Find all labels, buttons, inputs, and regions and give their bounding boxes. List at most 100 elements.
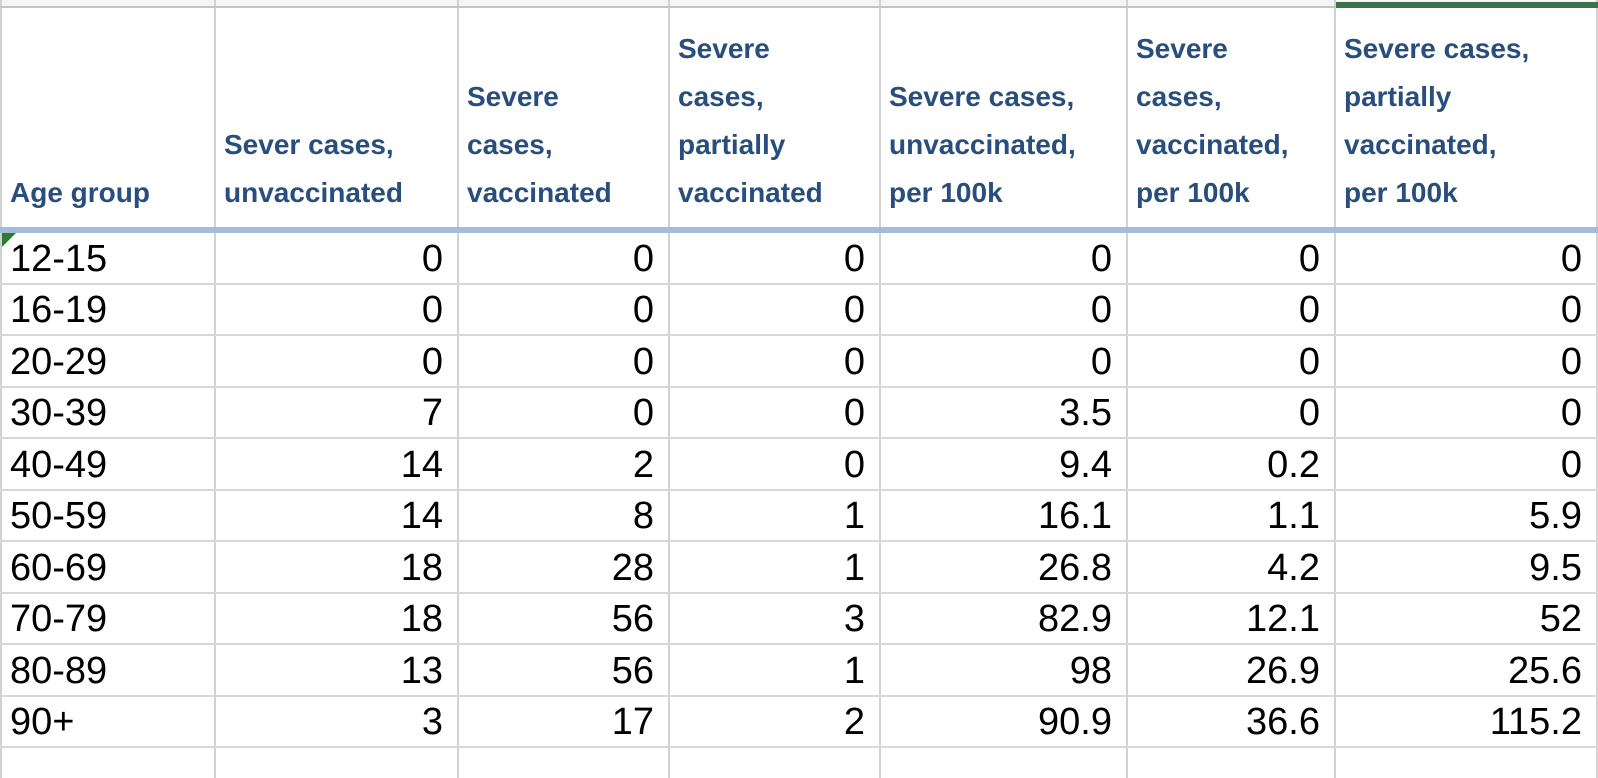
cell-age-group[interactable]: 40-49 xyxy=(0,439,216,489)
table-row: 60-69 18 28 1 26.8 4.2 9.5 xyxy=(0,542,1598,594)
cell-age-group[interactable]: 16-19 xyxy=(0,284,216,334)
cell-age-group[interactable]: 50-59 xyxy=(0,490,216,540)
cell-age-group[interactable]: 12-15 xyxy=(0,233,216,283)
cell-value[interactable]: 16.1 xyxy=(881,490,1128,540)
cell-empty xyxy=(1336,748,1598,778)
cell-value[interactable]: 0 xyxy=(1336,284,1598,334)
column-header-severe-unvaccinated-per-100k[interactable]: Severe cases, unvaccinated, per 100k xyxy=(881,8,1128,227)
cell-value[interactable]: 56 xyxy=(459,593,670,643)
table-body: 12-15 0 0 0 0 0 0 16-19 0 0 0 0 0 0 20-2… xyxy=(0,233,1598,748)
cell-empty xyxy=(0,748,216,778)
table-row: 50-59 14 8 1 16.1 1.1 5.9 xyxy=(0,490,1598,542)
cell-empty xyxy=(670,0,881,6)
cell-value[interactable]: 9.4 xyxy=(881,439,1128,489)
cell-value[interactable]: 0 xyxy=(881,233,1128,283)
cell-value[interactable]: 17 xyxy=(459,696,670,746)
table-row: 20-29 0 0 0 0 0 0 xyxy=(0,336,1598,388)
cell-value[interactable]: 2 xyxy=(670,696,881,746)
cell-empty xyxy=(216,0,459,6)
column-header-age-group[interactable]: Age group xyxy=(0,8,216,227)
cell-value[interactable]: 52 xyxy=(1336,593,1598,643)
table-row: 90+ 3 17 2 90.9 36.6 115.2 xyxy=(0,696,1598,748)
cell-value[interactable]: 12.1 xyxy=(1128,593,1336,643)
column-header-severe-vaccinated-per-100k[interactable]: Severe cases, vaccinated, per 100k xyxy=(1128,8,1336,227)
cell-value[interactable]: 13 xyxy=(216,645,459,695)
cell-value[interactable]: 0 xyxy=(459,284,670,334)
cell-value[interactable]: 0 xyxy=(459,336,670,386)
cell-value[interactable]: 0.2 xyxy=(1128,439,1336,489)
cell-value[interactable]: 18 xyxy=(216,593,459,643)
column-header-severe-partially-vaccinated-per-100k[interactable]: Severe cases, partially vaccinated, per … xyxy=(1336,8,1598,227)
error-indicator-triangle xyxy=(2,233,16,247)
cell-value[interactable]: 18 xyxy=(216,542,459,592)
cell-empty xyxy=(459,0,670,6)
cell-value[interactable]: 0 xyxy=(670,439,881,489)
cell-value[interactable]: 0 xyxy=(670,387,881,437)
cell-value[interactable]: 28 xyxy=(459,542,670,592)
cell-age-group[interactable]: 70-79 xyxy=(0,593,216,643)
cell-value[interactable]: 0 xyxy=(1128,387,1336,437)
table-row: 40-49 14 2 0 9.4 0.2 0 xyxy=(0,439,1598,491)
cell-value[interactable]: 14 xyxy=(216,439,459,489)
table-row: 30-39 7 0 0 3.5 0 0 xyxy=(0,387,1598,439)
cell-value[interactable]: 0 xyxy=(1128,284,1336,334)
table-row: 70-79 18 56 3 82.9 12.1 52 xyxy=(0,593,1598,645)
cell-age-group[interactable]: 90+ xyxy=(0,696,216,746)
cell-value[interactable]: 115.2 xyxy=(1336,696,1598,746)
cell-value[interactable]: 1.1 xyxy=(1128,490,1336,540)
cell-value[interactable]: 0 xyxy=(670,284,881,334)
cell-value[interactable]: 0 xyxy=(216,284,459,334)
cell-value[interactable]: 1 xyxy=(670,490,881,540)
cell-value[interactable]: 25.6 xyxy=(1336,645,1598,695)
cell-empty xyxy=(881,0,1128,6)
cell-value[interactable]: 0 xyxy=(1336,233,1598,283)
cell-age-group[interactable]: 20-29 xyxy=(0,336,216,386)
cell-value[interactable]: 0 xyxy=(459,387,670,437)
cell-empty xyxy=(0,0,216,6)
cell-value[interactable]: 26.8 xyxy=(881,542,1128,592)
cell-value[interactable]: 1 xyxy=(670,542,881,592)
cell-value[interactable]: 0 xyxy=(1336,387,1598,437)
cell-value[interactable]: 5.9 xyxy=(1336,490,1598,540)
cell-value[interactable]: 3 xyxy=(670,593,881,643)
column-header-severe-partially-vaccinated[interactable]: Severe cases, partially vaccinated xyxy=(670,8,881,227)
cell-value[interactable]: 7 xyxy=(216,387,459,437)
cell-value[interactable]: 3 xyxy=(216,696,459,746)
column-header-severe-vaccinated[interactable]: Severe cases, vaccinated xyxy=(459,8,670,227)
cell-value[interactable]: 0 xyxy=(1128,233,1336,283)
cell-value[interactable]: 82.9 xyxy=(881,593,1128,643)
cell-value[interactable]: 9.5 xyxy=(1336,542,1598,592)
cell-age-group[interactable]: 60-69 xyxy=(0,542,216,592)
cell-value[interactable]: 0 xyxy=(1128,336,1336,386)
cell-value[interactable]: 0 xyxy=(216,233,459,283)
table-row: 12-15 0 0 0 0 0 0 xyxy=(0,233,1598,285)
cell-value[interactable]: 8 xyxy=(459,490,670,540)
cell-value[interactable]: 1 xyxy=(670,645,881,695)
cell-value[interactable]: 3.5 xyxy=(881,387,1128,437)
cell-value[interactable]: 2 xyxy=(459,439,670,489)
cell-value[interactable]: 4.2 xyxy=(1128,542,1336,592)
cell-value[interactable]: 0 xyxy=(670,336,881,386)
cell-value[interactable]: 26.9 xyxy=(1128,645,1336,695)
cell-value[interactable]: 14 xyxy=(216,490,459,540)
cell-age-group[interactable]: 80-89 xyxy=(0,645,216,695)
cell-value[interactable]: 0 xyxy=(881,284,1128,334)
cell-value[interactable]: 0 xyxy=(216,336,459,386)
cell-age-group[interactable]: 30-39 xyxy=(0,387,216,437)
cell-value[interactable]: 0 xyxy=(459,233,670,283)
cell-empty xyxy=(459,748,670,778)
cell-value[interactable]: 0 xyxy=(1336,336,1598,386)
table-row: 80-89 13 56 1 98 26.9 25.6 xyxy=(0,645,1598,697)
column-header-severe-unvaccinated[interactable]: Sever cases, unvaccinated xyxy=(216,8,459,227)
cell-value[interactable]: 0 xyxy=(1336,439,1598,489)
cell-value[interactable]: 0 xyxy=(670,233,881,283)
cell-value[interactable]: 56 xyxy=(459,645,670,695)
header-underline xyxy=(0,227,1598,233)
cell-value[interactable]: 90.9 xyxy=(881,696,1128,746)
cell-value[interactable]: 0 xyxy=(881,336,1128,386)
table-row: 16-19 0 0 0 0 0 0 xyxy=(0,284,1598,336)
cell-empty xyxy=(1128,0,1336,6)
cell-value[interactable]: 98 xyxy=(881,645,1128,695)
cell-value[interactable]: 36.6 xyxy=(1128,696,1336,746)
